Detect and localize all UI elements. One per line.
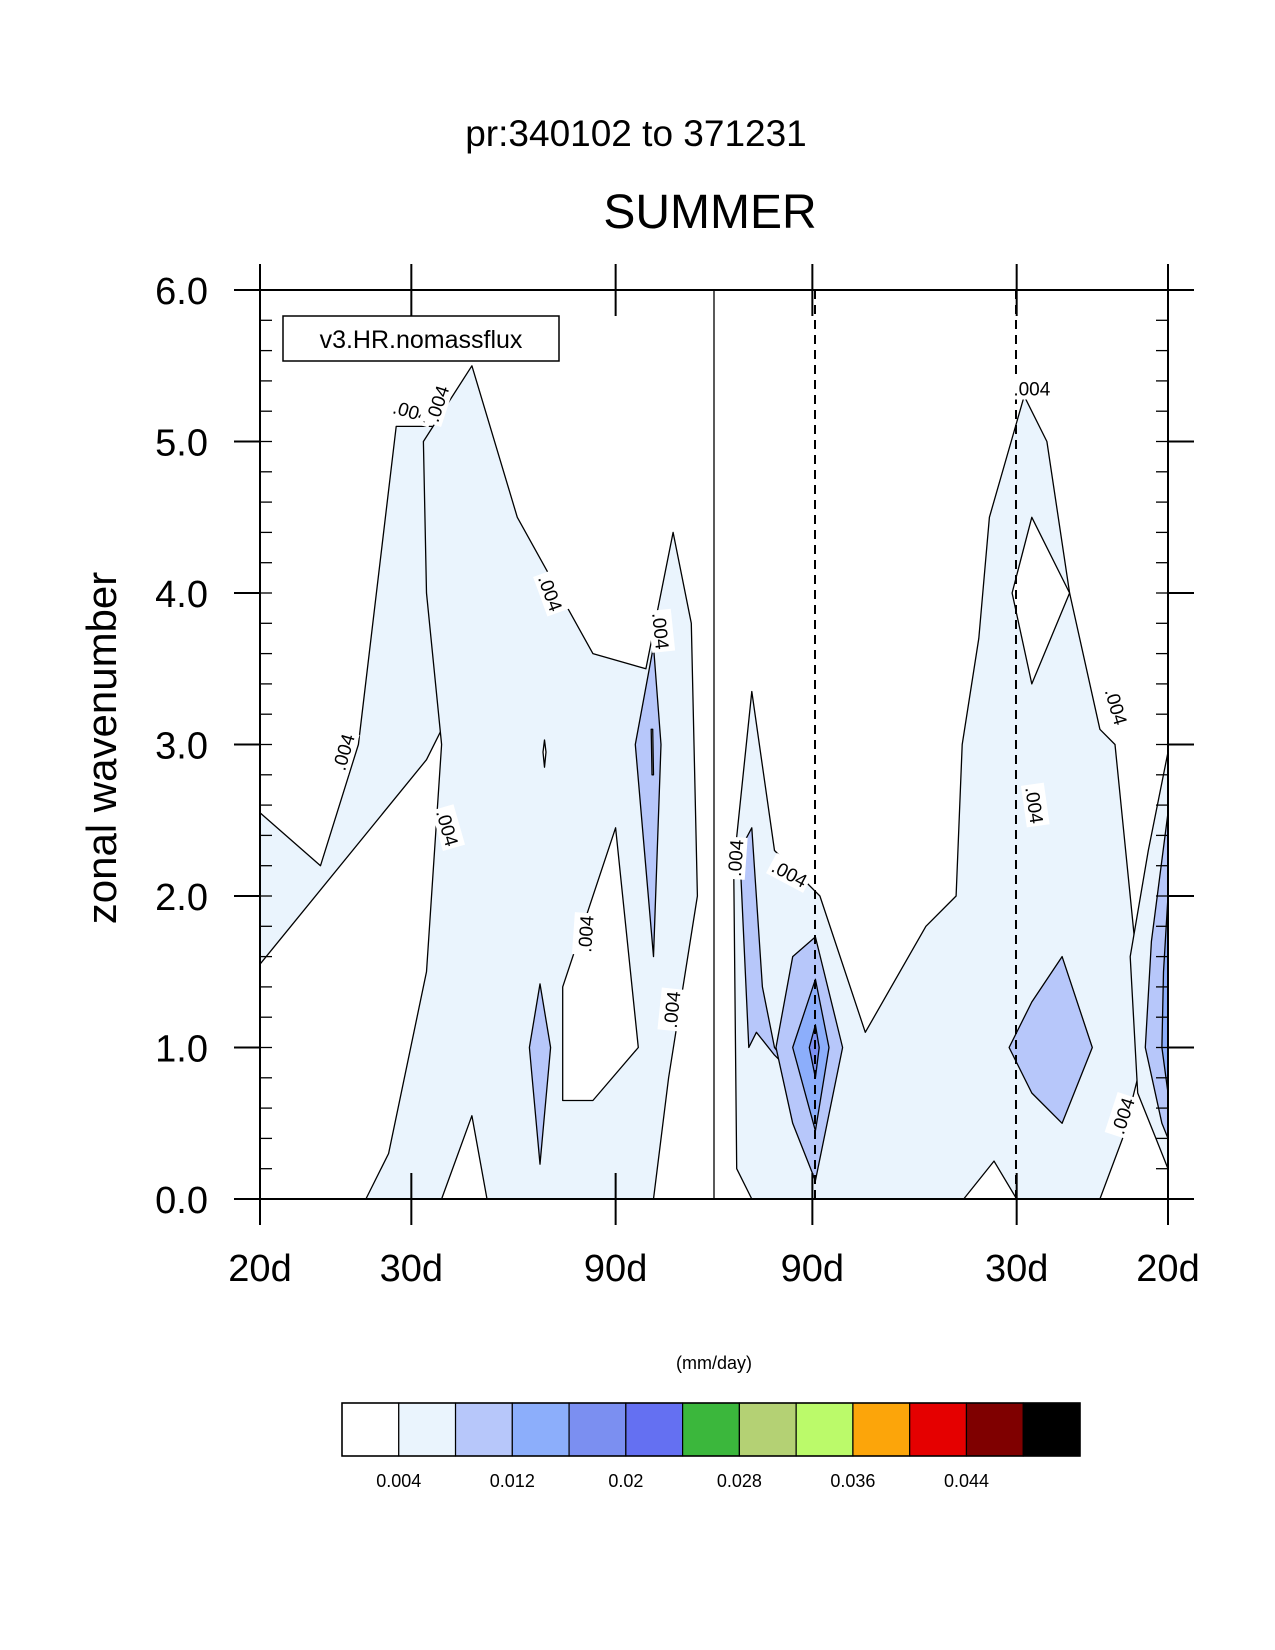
contour-region-10 xyxy=(1011,516,1071,685)
contour-label-8: .004 xyxy=(721,836,749,880)
colorbar-border xyxy=(341,1402,1081,1457)
contour-label-text: .004 xyxy=(575,914,599,953)
contour-label-bg xyxy=(431,804,466,852)
legend-border xyxy=(282,315,560,362)
contour-label-12: .004 xyxy=(1020,782,1050,828)
y-tick-label: 0.0 xyxy=(155,1180,208,1222)
y-tick-label: 6.0 xyxy=(155,271,208,313)
y-axis-label: zonal wavenumber xyxy=(78,572,125,925)
contour-label-6: .004 xyxy=(571,912,599,956)
contour-label-bg xyxy=(657,987,685,1032)
y-tick-label: 5.0 xyxy=(155,423,208,465)
contour-region-5 xyxy=(528,983,552,1165)
colorbar-swatch xyxy=(341,1402,400,1457)
legend-box: v3.HR.nomassflux xyxy=(282,315,560,362)
legend-label: v3.HR.nomassflux xyxy=(320,326,523,354)
contour-label-3: .004 xyxy=(647,608,676,653)
colorbar: 0.004 0.012 0.02 0.028 0.036 0.044 xyxy=(341,1402,1081,1491)
contour-label-text: .004 xyxy=(1020,786,1046,826)
colorbar-tick-label: 0.028 xyxy=(717,1471,762,1491)
contour-label-11: .004 xyxy=(1100,683,1134,730)
contour-label-7: .004 xyxy=(657,987,686,1032)
contour-label-bg xyxy=(571,912,598,956)
colorbar-units: (mm/day) xyxy=(676,1353,752,1373)
contour-label-bg xyxy=(1100,683,1134,730)
colorbar-tick-label: 0.044 xyxy=(944,1471,989,1491)
colorbar-swatch xyxy=(852,1402,911,1457)
colorbar-swatch xyxy=(398,1402,457,1457)
colorbar-swatch xyxy=(738,1402,797,1457)
colorbar-swatch xyxy=(625,1402,684,1457)
x-axis-ticks: 20d 30d 90d 90d 30d 20d xyxy=(228,264,1200,1290)
x-tick-label: 20d xyxy=(1136,1248,1199,1290)
contour-label-text: .004 xyxy=(725,839,749,878)
colorbar-swatch xyxy=(795,1402,854,1457)
contour-label-bg xyxy=(533,569,570,617)
contour-label-5: .004 xyxy=(431,804,466,852)
contour-label-bg xyxy=(765,852,814,893)
colorbar-swatch xyxy=(454,1402,513,1457)
contour-label-text: .004 xyxy=(1100,686,1130,728)
contour-region-15 xyxy=(1008,955,1093,1124)
contour-region-7 xyxy=(650,728,655,776)
contour-label-bg xyxy=(1010,376,1053,400)
colorbar-swatch xyxy=(568,1402,627,1457)
x-tick-label: 90d xyxy=(781,1248,844,1290)
contour-label-bg xyxy=(419,379,455,427)
chart-title: SUMMER xyxy=(603,186,816,239)
colorbar-tick-label: 0.004 xyxy=(376,1471,421,1491)
colorbar-tick-label: 0.036 xyxy=(830,1471,875,1491)
x-tick-label: 30d xyxy=(380,1248,443,1290)
contour-label-bg xyxy=(647,608,676,653)
contour-label-bg xyxy=(1104,1092,1140,1140)
contour-label-bg xyxy=(325,728,360,776)
contour-fill-regions xyxy=(259,365,1169,1200)
x-tick-label: 20d xyxy=(228,1248,291,1290)
contour-label-bg xyxy=(721,836,748,880)
chart-subtitle: pr:340102 to 371231 xyxy=(465,113,807,154)
contour-label-text: .004 xyxy=(1013,380,1050,401)
contour-label-text: .004 xyxy=(661,990,686,1029)
y-axis-ticks: 0.0 1.0 2.0 3.0 4.0 5.0 6.0 xyxy=(155,271,1194,1222)
contour-region-4 xyxy=(542,739,547,768)
colorbar-swatch xyxy=(682,1402,740,1457)
colorbar-swatch xyxy=(909,1402,968,1457)
colorbar-swatch xyxy=(511,1402,570,1457)
colorbar-tick-label: 0.012 xyxy=(490,1471,535,1491)
colorbar-tick-label: 0.02 xyxy=(608,1471,643,1491)
contour-region-6 xyxy=(634,645,662,958)
x-tick-label: 30d xyxy=(985,1248,1048,1290)
y-tick-label: 1.0 xyxy=(155,1029,208,1071)
contour-label-text: .004 xyxy=(647,612,672,651)
x-tick-label: 90d xyxy=(584,1248,647,1290)
contour-region-14 xyxy=(808,1024,820,1079)
contour-label-10: .004 xyxy=(1010,376,1053,401)
y-tick-label: 2.0 xyxy=(155,877,208,919)
contour-region-3 xyxy=(562,827,639,1102)
colorbar-swatch xyxy=(965,1402,1024,1457)
contour-labels: .004.004.004.004.004.004.004.004.004.004… xyxy=(325,376,1140,1140)
colorbar-swatch xyxy=(1022,1402,1081,1457)
y-tick-label: 4.0 xyxy=(155,574,208,616)
contour-label-bg xyxy=(1020,782,1050,828)
y-tick-label: 3.0 xyxy=(155,726,208,768)
